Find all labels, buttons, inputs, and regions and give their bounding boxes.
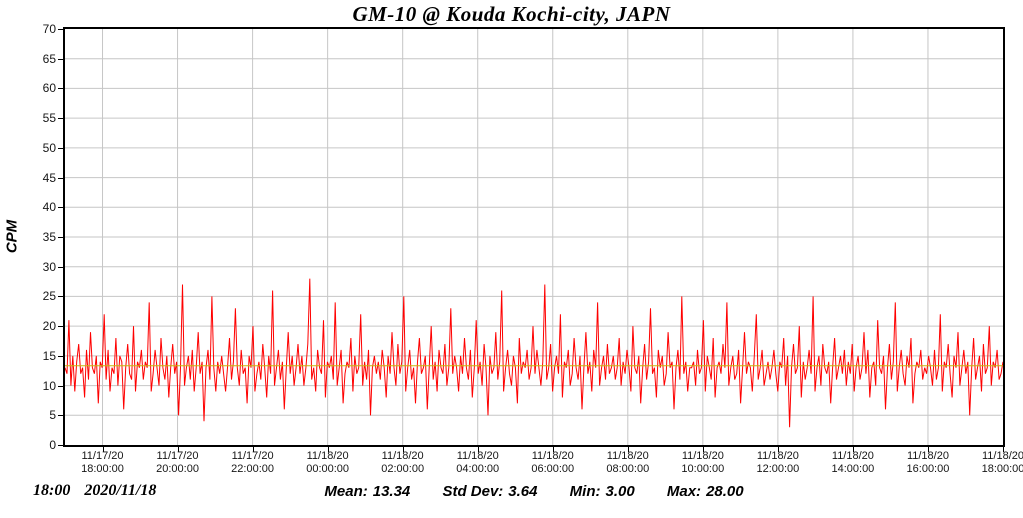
y-axis-tick-mark [58, 177, 64, 179]
y-axis-tick-mark [58, 118, 64, 120]
x-axis-tick-label: 11/17/20 22:00:00 [231, 450, 274, 475]
stat-min: Min: 3.00 [569, 483, 635, 500]
x-axis-tick-mark [777, 447, 779, 452]
y-axis-tick-mark [58, 207, 64, 209]
chart-title: GM-10 @ Kouda Kochi-city, JAPN [352, 2, 671, 26]
y-axis-tick-label: 0 [49, 438, 56, 452]
x-axis-tick-mark [927, 447, 929, 452]
x-axis-tick-label: 11/18/20 18:00:00 [981, 450, 1023, 475]
y-axis-tick-label: 35 [42, 230, 56, 244]
x-axis-tick-label: 11/18/20 00:00:00 [306, 450, 350, 475]
y-axis-tick-label: 65 [42, 51, 56, 66]
stat-stddev: Std Dev: 3.64 [442, 483, 538, 500]
x-axis-tick-label: 11/18/20 08:00:00 [606, 450, 650, 475]
y-axis-tick-mark [58, 88, 64, 90]
y-axis-tick-label: 15 [42, 348, 56, 363]
x-axis-tick-label: 11/18/20 06:00:00 [531, 450, 575, 475]
x-axis-tick-label: 11/18/20 04:00:00 [456, 450, 500, 475]
y-axis-tick-label: 10 [42, 378, 56, 393]
y-axis-tick-mark [58, 266, 64, 268]
y-axis-tick-mark [58, 445, 64, 446]
y-axis-tick-label: 55 [42, 111, 56, 126]
stat-mean: Mean: 13.34 [324, 483, 411, 500]
x-axis-tick-label: 11/18/20 16:00:00 [906, 450, 950, 475]
x-axis-tick-mark [627, 447, 629, 452]
x-axis-tick-mark [402, 447, 404, 452]
x-axis-tick-mark [702, 447, 704, 452]
y-axis-tick-mark [58, 58, 64, 60]
y-axis-tick-label: 50 [42, 140, 56, 155]
y-axis-tick-label: 45 [42, 170, 56, 185]
plot-area [63, 27, 1005, 447]
cpm-trace [65, 278, 1003, 428]
y-axis-tick-label: 20 [42, 319, 56, 334]
x-axis-tick-mark [177, 447, 179, 452]
x-axis-tick-mark [252, 447, 254, 452]
y-axis-tick-mark [58, 355, 64, 357]
status-time: 18:00 2020/11/18 [33, 482, 156, 500]
y-axis-tick-mark [58, 296, 64, 298]
date-text: 2020/11/18 [84, 482, 157, 499]
y-axis-tick-mark [58, 29, 64, 30]
y-axis-tick-label: 25 [42, 289, 56, 304]
clock-text: 18:00 [33, 482, 71, 499]
y-axis-tick-mark [58, 147, 64, 149]
stats-line: Mean: 13.34 Std Dev: 3.64 Min: 3.00 Max: 28.… [63, 483, 1005, 500]
y-axis-tick-label: 40 [42, 200, 56, 215]
y-axis-tick-label: 30 [42, 259, 56, 274]
x-axis-tick-label: 11/18/20 14:00:00 [831, 450, 875, 475]
y-axis-tick-mark [58, 415, 64, 417]
stat-max: Max: 28.00 [666, 483, 744, 500]
x-axis-tick-label: 11/17/20 18:00:00 [81, 450, 124, 475]
x-axis-tick-mark [327, 447, 329, 452]
x-axis-tick-label: 11/18/20 12:00:00 [756, 450, 800, 475]
x-axis-labels: 11/17/20 18:00:00 11/17/20 20:00:00 11/17/20… [0, 450, 1023, 478]
x-axis-tick-mark [552, 447, 554, 452]
x-axis-tick-mark [1003, 447, 1004, 452]
x-axis-tick-mark [477, 447, 479, 452]
x-axis-tick-label: 11/18/20 02:00:00 [381, 450, 425, 475]
y-axis-tick-mark [58, 326, 64, 328]
x-axis-tick-label: 11/17/20 20:00:00 [156, 450, 199, 475]
x-axis-tick-mark [102, 447, 104, 452]
y-axis-tick-mark [58, 237, 64, 238]
chart-canvas [65, 29, 1003, 445]
y-axis-tick-mark [58, 385, 64, 387]
y-axis-tick-label: 70 [42, 22, 56, 36]
x-axis-tick-label: 11/18/20 10:00:00 [681, 450, 725, 475]
y-axis-tick-label: 5 [49, 408, 56, 423]
y-axis-tick-label: 60 [42, 81, 56, 96]
x-axis-tick-mark [852, 447, 854, 452]
